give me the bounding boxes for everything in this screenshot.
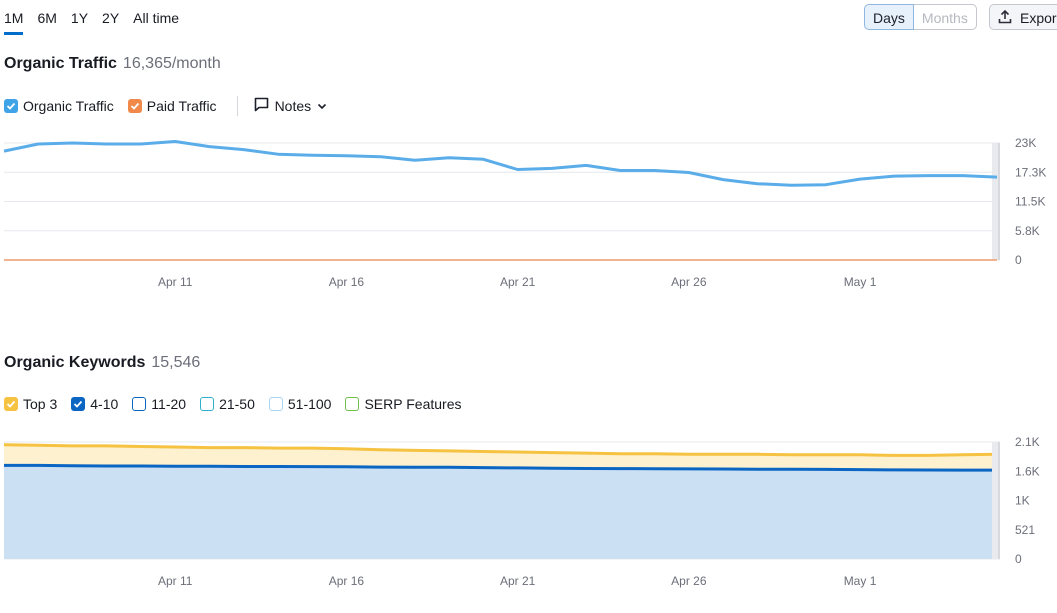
legend-label: SERP Features bbox=[364, 396, 462, 412]
legend-top-3[interactable]: Top 3 bbox=[4, 396, 57, 412]
organic-keywords-chart: 2.1K 1.6K 1K 521 0 Apr 11 Apr 16 Apr 21 Apr 26 Ma… bbox=[3, 435, 1040, 588]
checkbox-icon bbox=[345, 397, 360, 411]
notes-dropdown[interactable]: Notes bbox=[254, 97, 328, 115]
chevron-down-icon bbox=[317, 98, 327, 114]
y-tick-label: 11.5K bbox=[1015, 195, 1045, 209]
x-tick-label: Apr 26 bbox=[671, 275, 707, 289]
positions-4-10-line bbox=[4, 463, 997, 472]
export-label: Expor bbox=[1020, 10, 1057, 26]
y-tick-label: 1.6K bbox=[1015, 464, 1040, 478]
checkbox-checked-icon bbox=[4, 99, 18, 113]
legend-paid-traffic[interactable]: Paid Traffic bbox=[127, 98, 217, 114]
tab-1m[interactable]: 1M bbox=[4, 0, 24, 35]
y-tick-label: 0 bbox=[1015, 552, 1022, 566]
checkbox-icon bbox=[132, 397, 147, 411]
x-tick-label: Apr 11 bbox=[158, 275, 193, 289]
tab-2y[interactable]: 2Y bbox=[102, 10, 120, 26]
legend-51-100[interactable]: 51-100 bbox=[268, 396, 332, 412]
traffic-heading: Organic Traffic 16,365/month bbox=[4, 55, 221, 73]
x-tick-label: May 1 bbox=[844, 275, 877, 289]
legend-label: 51-100 bbox=[287, 396, 332, 412]
organic-traffic-chart: 23K 17.3K 11.5K 5.8K 0 Apr 11 Apr 16 Apr 21 Apr … bbox=[3, 136, 1046, 289]
y-tick-label: 0 bbox=[1015, 253, 1022, 267]
tab-6m[interactable]: 6M bbox=[37, 10, 57, 26]
checkbox-icon bbox=[200, 397, 215, 411]
months-button[interactable]: Months bbox=[913, 4, 977, 30]
period-tabs: 1M 6M 1Y 2Y All time bbox=[0, 0, 193, 35]
organic-traffic-line bbox=[3, 140, 998, 187]
scroll-handle-front bbox=[992, 442, 1000, 559]
legend-organic-traffic[interactable]: Organic Traffic bbox=[4, 98, 114, 114]
y-tick-label: 1K bbox=[1015, 494, 1030, 508]
days-button[interactable]: Days bbox=[864, 4, 914, 30]
divider bbox=[236, 96, 238, 116]
positions-4-10-area bbox=[4, 465, 997, 559]
y-tick-label: 23K bbox=[1015, 136, 1036, 150]
x-tick-label: May 1 bbox=[844, 574, 877, 588]
export-button[interactable]: Expor bbox=[989, 4, 1057, 30]
y-tick-label: 17.3K bbox=[1015, 165, 1046, 179]
checkbox-checked-icon bbox=[71, 397, 86, 411]
legend-label: 11-20 bbox=[151, 396, 187, 412]
keywords-legend: Top 3 4-10 11-20 21-50 51-100 SERP Featu… bbox=[4, 396, 475, 412]
y-tick-label: 2.1K bbox=[1015, 435, 1040, 449]
legend-11-20[interactable]: 11-20 bbox=[132, 396, 186, 412]
checkbox-icon bbox=[268, 397, 283, 411]
x-tick-label: Apr 16 bbox=[329, 275, 365, 289]
scroll-handle bbox=[992, 143, 1000, 260]
legend-label: Top 3 bbox=[23, 396, 58, 412]
legend-21-50[interactable]: 21-50 bbox=[200, 396, 255, 412]
upload-icon bbox=[998, 9, 1012, 29]
x-tick-label: Apr 26 bbox=[671, 574, 707, 588]
legend-serp-features[interactable]: SERP Features bbox=[345, 396, 461, 412]
y-tick-label: 521 bbox=[1015, 523, 1035, 537]
traffic-value: 16,365/month bbox=[122, 55, 221, 72]
x-tick-label: Apr 21 bbox=[500, 275, 536, 289]
x-tick-label: Apr 21 bbox=[500, 574, 536, 588]
checkbox-checked-icon bbox=[4, 397, 18, 411]
tab-1y[interactable]: 1Y bbox=[70, 10, 89, 26]
traffic-legend: Organic Traffic Paid Traffic Notes bbox=[4, 96, 327, 116]
comment-icon bbox=[254, 97, 269, 115]
legend-label: 4-10 bbox=[90, 396, 119, 412]
x-tick-label: Apr 16 bbox=[329, 574, 365, 588]
notes-label: Notes bbox=[274, 98, 312, 114]
keywords-value: 15,546 bbox=[151, 354, 201, 371]
traffic-title: Organic Traffic bbox=[4, 55, 117, 72]
top-3-line bbox=[3, 443, 998, 457]
legend-label: Paid Traffic bbox=[146, 98, 217, 114]
legend-label: 21-50 bbox=[219, 396, 255, 412]
x-tick-label: Apr 11 bbox=[158, 574, 193, 588]
tab-all-time[interactable]: All time bbox=[133, 10, 180, 26]
legend-label: Organic Traffic bbox=[23, 98, 114, 114]
checkbox-checked-icon bbox=[127, 99, 142, 113]
granularity-toggle: Days Months bbox=[864, 4, 977, 30]
keywords-title: Organic Keywords bbox=[4, 354, 146, 371]
keywords-heading: Organic Keywords 15,546 bbox=[4, 354, 200, 372]
y-tick-label: 5.8K bbox=[1015, 224, 1040, 238]
legend-4-10[interactable]: 4-10 bbox=[71, 396, 118, 412]
